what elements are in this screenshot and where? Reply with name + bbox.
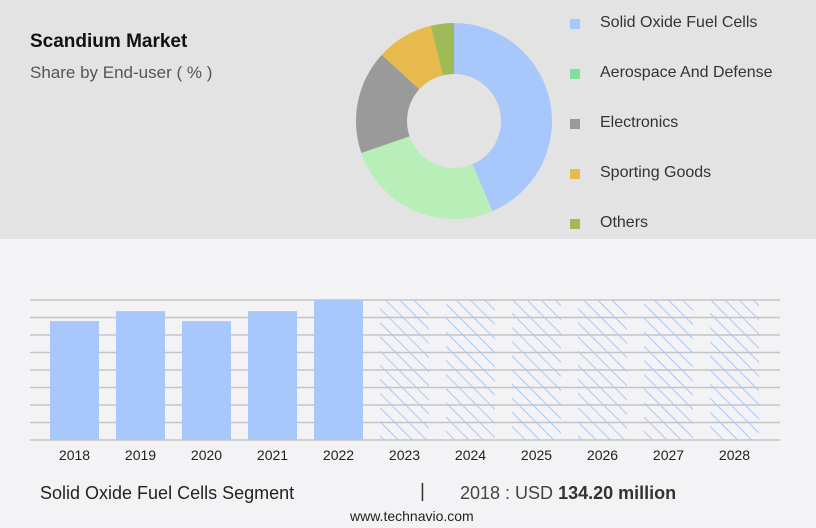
value-prefix: 2018 : USD: [460, 483, 554, 503]
bar: [182, 321, 231, 440]
x-tick-label: 2027: [653, 447, 684, 463]
forecast-bar: [512, 300, 561, 440]
legend-label: Aerospace And Defense: [600, 64, 773, 81]
bar: [50, 321, 99, 440]
legend-label: Sporting Goods: [600, 164, 712, 181]
x-tick-label: 2025: [521, 447, 552, 463]
donut-chart: [356, 23, 552, 219]
forecast-bar: [644, 300, 693, 440]
page-title: Scandium Market: [30, 31, 188, 52]
segment-value: 2018 : USD 134.20 million: [460, 483, 676, 504]
site-url: www.technavio.com: [350, 508, 474, 524]
legend-swatch: [570, 169, 580, 179]
bar: [248, 311, 297, 440]
legend-label: Electronics: [600, 114, 679, 131]
x-tick-label: 2026: [587, 447, 618, 463]
forecast-bar: [380, 300, 429, 440]
donut-slice: [356, 54, 420, 154]
donut-slice: [430, 23, 454, 76]
legend-swatch: [570, 69, 580, 79]
legend-swatch: [570, 19, 580, 29]
x-tick-label: 2023: [389, 447, 420, 463]
legend-label: Solid Oxide Fuel Cells: [600, 14, 758, 31]
x-tick-label: 2019: [125, 447, 156, 463]
page-subtitle: Share by End-user ( % ): [30, 63, 213, 82]
legend-swatch: [570, 219, 580, 229]
donut-slice: [454, 23, 552, 212]
legend-swatch: [570, 119, 580, 129]
x-tick-label: 2024: [455, 447, 486, 463]
value-amount: 134.20 million: [558, 483, 677, 503]
x-tick-label: 2028: [719, 447, 750, 463]
forecast-bar: [446, 300, 495, 440]
legend-label: Others: [600, 214, 649, 231]
donut-slice: [361, 136, 493, 219]
bar: [314, 300, 363, 440]
x-tick-label: 2020: [191, 447, 222, 463]
bar: [116, 311, 165, 440]
x-tick-label: 2021: [257, 447, 288, 463]
separator: |: [420, 481, 425, 502]
x-tick-label: 2022: [323, 447, 354, 463]
donut-slice: [381, 25, 443, 90]
bar-chart: 2018 2019 2020 2021 2022 2023 2024 2025 2026 2027…: [30, 299, 780, 463]
forecast-bar: [578, 300, 627, 440]
segment-label: Solid Oxide Fuel Cells Segment: [40, 483, 295, 503]
forecast-bar: [710, 300, 759, 440]
x-tick-label: 2018: [59, 447, 90, 463]
